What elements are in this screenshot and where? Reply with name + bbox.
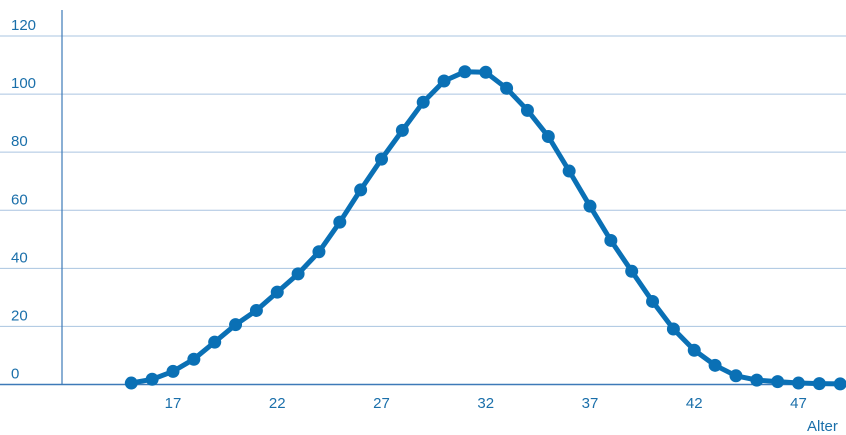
data-point (375, 152, 388, 166)
data-point (625, 264, 639, 278)
data-point (291, 267, 305, 281)
x-axis-tick-labels: 17 22 27 32 37 42 47 (165, 395, 807, 412)
data-point (333, 215, 347, 229)
data-point (541, 129, 555, 143)
data-point (500, 81, 514, 95)
data-point (145, 372, 159, 386)
y-tick-label: 20 (11, 307, 28, 324)
data-point (604, 233, 618, 247)
data-point (416, 95, 430, 109)
data-point (395, 123, 409, 137)
data-point (437, 74, 451, 88)
data-point (750, 373, 764, 387)
y-tick-label: 40 (11, 249, 28, 266)
x-tick-label: 37 (582, 395, 599, 412)
data-point (458, 65, 472, 79)
data-point (792, 376, 805, 390)
y-tick-label: 60 (11, 191, 28, 208)
x-tick-label: 42 (686, 395, 703, 412)
data-point (354, 183, 368, 197)
data-point (312, 245, 326, 259)
data-point (583, 199, 597, 213)
data-point (270, 285, 284, 299)
data-point (124, 376, 138, 390)
data-point (166, 364, 180, 378)
y-tick-label: 0 (11, 366, 19, 383)
x-tick-label: 47 (790, 395, 807, 412)
data-point (771, 375, 785, 389)
data-point (520, 103, 534, 117)
x-tick-label: 17 (165, 395, 182, 412)
data-point (208, 335, 222, 349)
y-axis-tick-labels: 0 20 40 60 80 100 120 (11, 17, 36, 383)
data-point (833, 377, 846, 391)
data-point (708, 358, 722, 372)
y-tick-label: 120 (11, 17, 36, 34)
data-point (646, 294, 660, 308)
data-point (687, 343, 701, 357)
data-point (229, 318, 243, 332)
gridlines (0, 35, 846, 386)
data-point (187, 352, 201, 366)
y-tick-label: 80 (11, 133, 28, 150)
x-tick-label: 32 (477, 395, 494, 412)
data-point (812, 377, 826, 391)
x-axis-title: Alter (807, 418, 838, 435)
data-point (479, 65, 493, 79)
x-tick-label: 22 (269, 395, 286, 412)
data-point (562, 164, 576, 178)
data-points (124, 65, 846, 391)
x-tick-label: 27 (373, 395, 390, 412)
y-tick-label: 100 (11, 75, 36, 92)
data-point (729, 369, 743, 383)
series-line (128, 69, 843, 387)
data-point (249, 303, 263, 317)
data-point (666, 322, 680, 336)
